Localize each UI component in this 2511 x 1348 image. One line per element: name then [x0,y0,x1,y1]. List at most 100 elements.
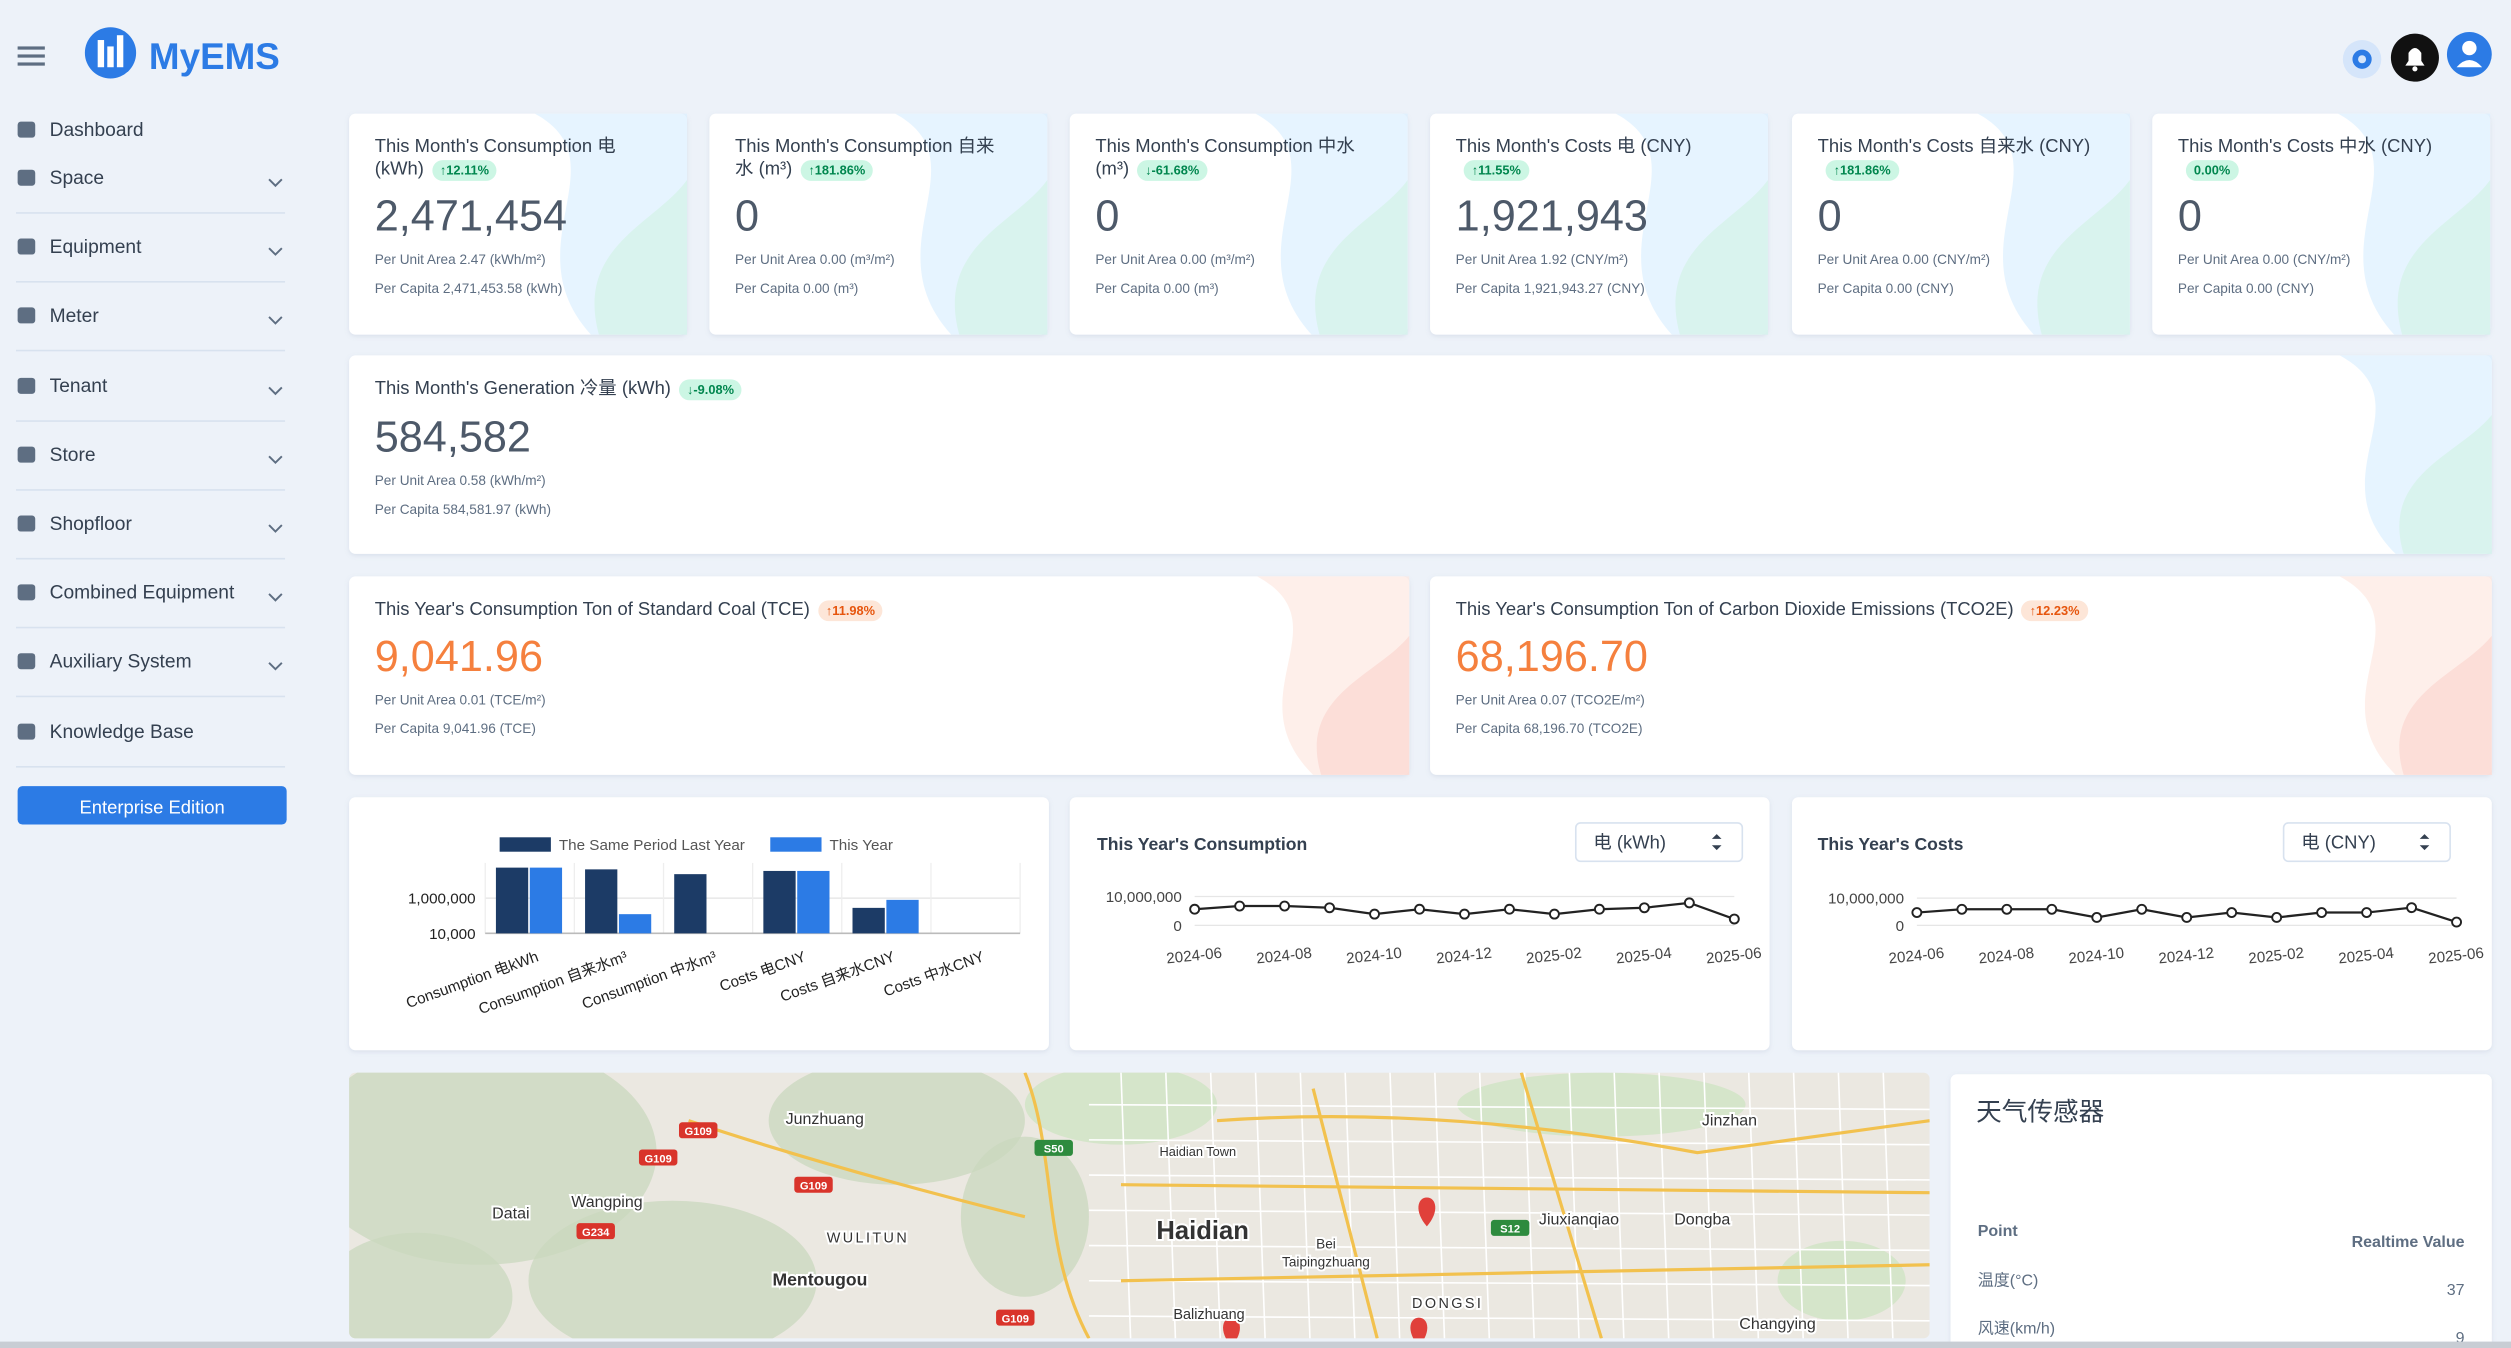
nav-item[interactable]: Space [17,168,283,189]
nav-item[interactable]: Auxiliary System [17,652,283,673]
park [1457,1072,1746,1137]
change-badge: ↑11.98% [817,600,884,622]
chevron [268,386,283,396]
map-label: WULITUN [827,1230,909,1246]
change-badge: ↑12.11% [431,160,498,181]
settings-button[interactable] [2342,40,2382,79]
line-point [2451,916,2462,928]
weather-card [1950,1074,2492,1348]
map-pin[interactable] [1223,1317,1240,1347]
nav-icon [17,584,36,601]
bar [529,867,563,934]
select-arrows [1711,834,1722,851]
nav-icon [17,377,36,394]
notifications-button[interactable] [2390,33,2439,82]
road-shield [638,1149,678,1166]
change-badge: ↓-61.68% [1137,160,1208,181]
nav-item[interactable]: Store [17,445,283,466]
card-decoration [1675,179,1768,335]
stat-card: This Month's Costs 电 (CNY) ↑11.55% 1,921,9… [1430,113,1768,335]
line-point [1504,903,1515,915]
nav-item[interactable]: Tenant [17,376,283,397]
bar [618,914,652,934]
street [1209,1072,1222,1339]
unit-select[interactable]: 电 (kWh) [1574,822,1744,863]
nav-label: Auxiliary System [50,652,192,673]
line-point [2226,907,2238,919]
logo[interactable]: MyEMS [84,27,280,79]
card-title-box: This Year's Consumption Ton of Standard … [375,600,884,622]
card-title-text: This Year's Consumption Ton of Carbon Di… [1455,600,2014,620]
map-pin[interactable] [1418,1197,1436,1227]
point-value: 9 [2456,1330,2465,1347]
nav-item[interactable]: Combined Equipment [17,583,283,604]
stat-card: This Year's Consumption Ton of Carbon Di… [1430,576,2492,775]
road-shield-label: G109 [1002,1313,1029,1325]
nav-item[interactable]: Knowledge Base [17,722,194,743]
chevron [268,593,283,602]
line-point [2046,903,2058,915]
change-badge: ↓-9.08% [678,379,743,401]
map[interactable]: Junzhuang Haidian Town Jinzhan Datai Wangpin… [304,1041,1930,1348]
map-pin[interactable] [1410,1317,1428,1347]
terrain [349,1072,657,1265]
card-value: 0 [735,193,759,241]
line-point [1234,900,1246,912]
nav-label: Tenant [50,376,108,397]
x-tick-label: 2024-12 [2158,945,2215,968]
road-shield-label: G234 [582,1227,610,1239]
per-capita: Per Capita 2,471,453.58 (kWh) [375,281,563,296]
road-shield-label: G109 [644,1153,671,1165]
nav-label: Equipment [50,237,142,258]
chart-title: This Year's Consumption [1097,834,1307,854]
line-point [1728,913,1740,925]
profile-button[interactable] [2446,32,2492,77]
card-title-text: This Month's Costs 中水 (CNY) [2177,137,2433,157]
map-label: Taipingzhuang [1282,1254,1370,1269]
nav-item[interactable]: Meter [17,306,283,327]
x-tick-label: 2024-12 [1435,945,1492,968]
street [1523,1072,1535,1339]
select-arrows [2419,834,2430,851]
card-value: 584,582 [375,413,531,461]
nav-item[interactable]: Dashboard [17,120,144,141]
x-tick-label: 2025-04 [2337,945,2395,968]
street [1478,1072,1491,1339]
per-unit-area: Per Unit Area 0.00 (CNY/m²) [1818,252,1990,267]
card-value: 68,196.70 [1456,633,1648,681]
per-capita: Per Capita 1,921,943.27 (CNY) [1456,281,1645,296]
map-label: Balizhuang [1173,1307,1244,1323]
map-label: Haidian Town [1160,1144,1237,1159]
enterprise-button[interactable]: Enterprise Edition [17,786,287,825]
street [1088,1209,1930,1216]
stat-card: This Month's Costs 中水 (CNY) 0.00% 0 Per Uni… [2152,113,2491,335]
point-name: 温度(°C) [1978,1272,2039,1290]
y-tick-label: 1,000,000 [408,891,476,908]
card-title-box: This Month's Costs 电 (CNY) ↑11.55% [1456,138,1691,181]
x-tick-label: 2024-06 [1166,945,1223,968]
bar [763,870,796,934]
nav-item[interactable]: Equipment [17,237,283,258]
park [1777,1240,1906,1321]
y-tick-label: 0 [1173,918,1181,935]
road-shield [678,1122,718,1139]
unit-select[interactable]: 电 (CNY) [2282,822,2451,863]
stat-card: This Month's Consumption 中水 (m³) ↓-61.68%… [1069,113,1408,335]
change-badge: ↑11.55% [1463,160,1529,181]
road-shield-label: S50 [1044,1144,1064,1156]
x-tick-label: 2024-10 [2068,945,2125,968]
stat-card: This Month's Costs 自来水 (CNY) ↑181.86% 0 Per… [1791,113,2130,335]
road [688,1119,1026,1219]
line-point [1956,903,1968,915]
street [1088,1315,1930,1322]
road-shield [996,1309,1035,1326]
nav-icon [17,238,36,255]
street [1088,1244,1930,1252]
card-title-text: This Month's Consumption 电 (kWh) [374,137,616,180]
street [1882,1072,1894,1339]
road [1216,1115,1930,1155]
menu-toggle[interactable] [17,46,45,66]
nav-item[interactable]: Shopfloor [17,514,283,535]
map-label: Mentougou [772,1270,867,1290]
card-decoration [954,179,1048,335]
